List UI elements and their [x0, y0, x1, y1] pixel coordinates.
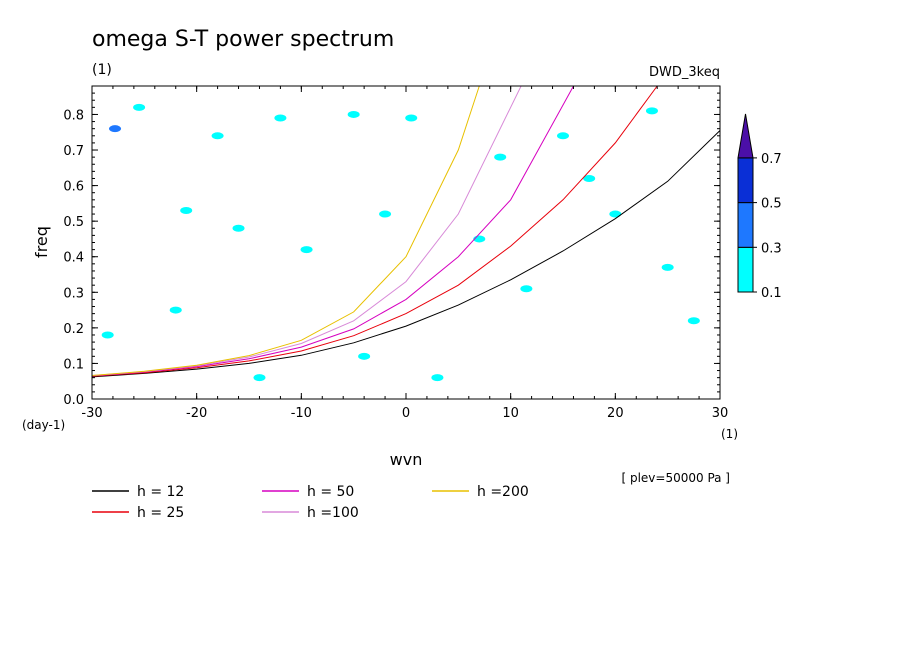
contour-patch [169, 306, 182, 314]
plot-frame [91, 85, 721, 400]
x-tick-label: -20 [186, 406, 207, 421]
y-tick-label: 0.6 [63, 180, 84, 195]
contour-patch [557, 132, 569, 140]
contour-patch [379, 210, 392, 218]
colorbar-label: 0.3 [761, 241, 782, 256]
x-axis-units: (1) [721, 427, 738, 441]
contour-patch [347, 110, 360, 118]
legend-label: h = 50 [307, 484, 354, 500]
colorbar-label: 0.5 [761, 197, 782, 212]
contour-patch [211, 132, 224, 140]
contour-patch [609, 210, 622, 218]
y-tick-label: 0.0 [63, 393, 84, 408]
x-axis-label: wvn [390, 450, 423, 469]
dataset-label: DWD_3keq [649, 65, 720, 80]
colorbar-label: 0.1 [761, 286, 782, 301]
contour-patch [133, 103, 146, 111]
y-tick-label: 0.3 [63, 286, 84, 301]
legend: h = 12 h = 25 h = 50 h =100 h =200 [92, 484, 529, 521]
y-tick-label: 0.1 [63, 357, 84, 372]
colorbar-segment [737, 202, 754, 248]
y-tick-label: 0.5 [63, 215, 84, 230]
contour-patch [109, 125, 122, 133]
curve-h25 [91, 85, 658, 377]
y-tick-label: 0.4 [63, 251, 84, 266]
contour-patch [274, 114, 287, 122]
x-tick-label: 0 [402, 406, 410, 421]
x-tick-label: -10 [291, 406, 312, 421]
contour-patch [358, 352, 371, 360]
colorbar-cap [737, 113, 754, 159]
contour-patch [494, 153, 507, 161]
curve-h50 [91, 85, 574, 377]
x-tick-label: 10 [502, 406, 519, 421]
x-tick-label: 30 [712, 406, 729, 421]
curve-h100 [91, 85, 522, 376]
contour-patch [253, 374, 266, 382]
curve-h200 [91, 85, 480, 376]
curve-h12 [91, 130, 721, 378]
x-tick-label: 20 [607, 406, 624, 421]
x-tick-label: -30 [81, 406, 102, 421]
contour-patch [645, 107, 658, 115]
contour-patch [687, 317, 700, 325]
y-axis-label: freq [32, 226, 51, 258]
y-axis-units: (day-1) [22, 418, 65, 432]
contour-patch [520, 285, 533, 293]
chart-title: omega S-T power spectrum [92, 27, 394, 52]
dispersion-curves [91, 85, 721, 378]
colorbar-segment [737, 246, 754, 293]
legend-label: h =200 [477, 484, 529, 500]
y-tick-label: 0.7 [63, 144, 84, 159]
contour-patch [661, 263, 674, 271]
contour-patch [405, 114, 418, 122]
legend-label: h = 25 [137, 505, 184, 521]
contour-patch [583, 174, 596, 182]
contour-patch [180, 206, 193, 214]
colorbar-segment [737, 157, 754, 204]
legend-label: h =100 [307, 505, 359, 521]
y-tick-label: 0.2 [63, 322, 84, 337]
colorbar-label: 0.7 [761, 152, 782, 167]
contour-patch [431, 374, 444, 382]
contour-patch [101, 331, 114, 339]
contour-patch [232, 224, 245, 232]
contour-patches [101, 103, 700, 382]
plev-annotation: [ plev=50000 Pa ] [621, 471, 730, 485]
legend-label: h = 12 [137, 484, 184, 500]
contour-patch [300, 246, 313, 254]
x-axis: -30 -20 -10 0 10 20 30 [81, 86, 728, 421]
title-units: (1) [92, 62, 112, 78]
y-tick-label: 0.8 [63, 108, 84, 123]
colorbar: 0.1 0.3 0.5 0.7 [737, 113, 782, 301]
